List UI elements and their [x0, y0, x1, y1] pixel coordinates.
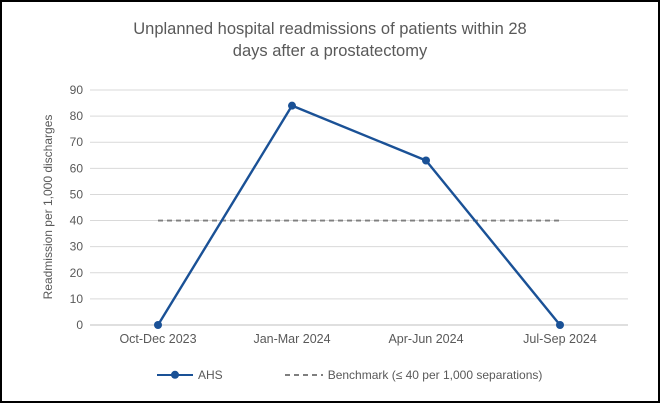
y-tick-label: 50	[70, 187, 84, 201]
ahs-line	[156, 104, 562, 327]
y-tick-label: 80	[70, 109, 84, 123]
legend-label-benchmark: Benchmark (≤ 40 per 1,000 separations)	[327, 368, 543, 382]
ahs-line-swatch-icon	[157, 370, 193, 379]
legend: AHS Benchmark (≤ 40 per 1,000 separation…	[157, 368, 542, 382]
benchmark-dashed-swatch-icon	[284, 374, 323, 376]
legend-item-ahs: AHS	[157, 368, 223, 382]
y-tick-label: 60	[70, 161, 84, 175]
legend-label-ahs: AHS	[198, 368, 223, 382]
data-point	[154, 321, 162, 329]
legend-item-benchmark: Benchmark (≤ 40 per 1,000 separations)	[284, 368, 543, 382]
y-tick-label: 30	[70, 240, 84, 254]
y-tick-label: 40	[70, 214, 84, 228]
y-tick-label: 70	[70, 135, 84, 149]
x-tick-label: Jul-Sep 2024	[523, 332, 597, 346]
chart-title: Unplanned hospital readmissions of patie…	[2, 18, 658, 62]
y-tick-label: 20	[70, 266, 84, 280]
ahs-marker-icon	[171, 370, 179, 379]
y-tick-label: 10	[70, 292, 84, 306]
data-point	[288, 101, 296, 110]
y-tick-label: 90	[70, 83, 84, 97]
x-tick-label: Oct-Dec 2023	[119, 332, 196, 346]
y-tick-label: 0	[76, 318, 83, 332]
data-point	[422, 156, 430, 165]
data-point	[556, 321, 564, 329]
x-tick-label: Jan-Mar 2024	[253, 332, 330, 346]
chart-title-line-2: days after a prostatectomy	[232, 42, 428, 60]
x-tick-label: Apr-Jun 2024	[388, 332, 463, 346]
chart-title-line-1: Unplanned hospital readmissions of patie…	[133, 20, 527, 38]
